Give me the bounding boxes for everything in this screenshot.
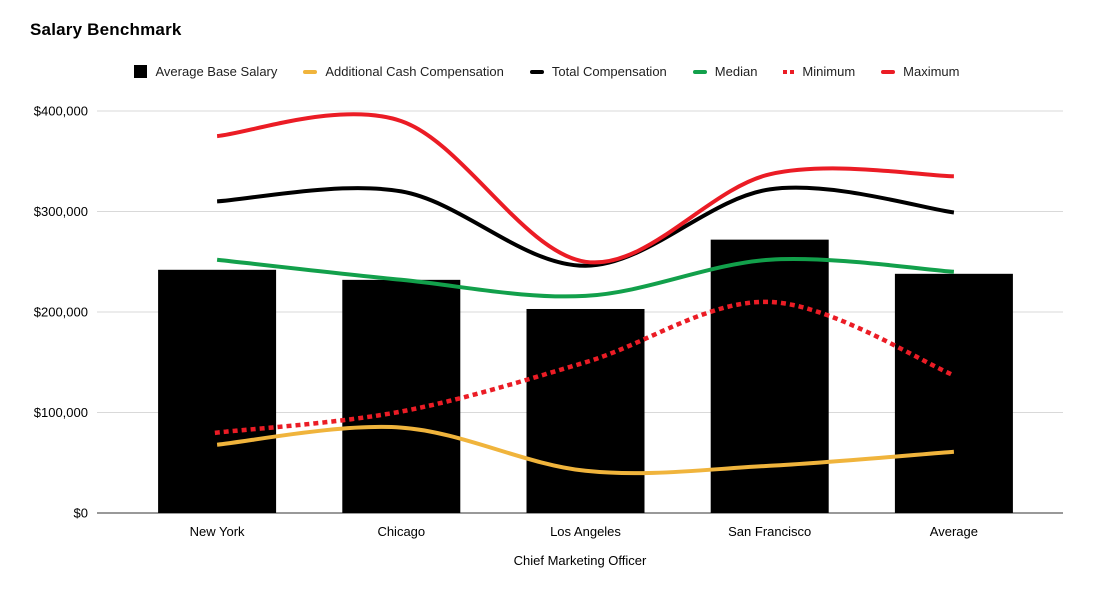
line-additional-cash-compensation[interactable] — [216, 424, 955, 476]
legend-item-minimum[interactable]: Minimum — [783, 64, 855, 79]
legend-line-swatch-icon — [881, 69, 896, 74]
bar-san-francisco[interactable] — [710, 239, 829, 513]
bar-new-york[interactable] — [158, 269, 277, 513]
y-tick-label: $0 — [74, 506, 88, 521]
legend-label: Additional Cash Compensation — [325, 64, 504, 79]
bar-los-angeles[interactable] — [526, 308, 645, 513]
x-axis-title: Chief Marketing Officer — [513, 553, 647, 568]
y-tick-label: $400,000 — [34, 104, 88, 119]
legend-item-median[interactable]: Median — [692, 64, 758, 79]
legend-label: Total Compensation — [551, 64, 667, 79]
legend-line-swatch-icon — [692, 69, 707, 74]
line-median[interactable] — [216, 257, 955, 299]
x-category-label-new-york: New York — [190, 524, 245, 539]
legend-label: Median — [714, 64, 758, 79]
chart-title: Salary Benchmark — [30, 20, 182, 39]
legend-label: Average Base Salary — [155, 64, 278, 79]
chart-legend: Average Base Salary Additional Cash Compe… — [0, 64, 1094, 79]
legend-item-maximum[interactable]: Maximum — [881, 64, 960, 79]
line-total-compensation[interactable] — [216, 185, 955, 268]
bar-average[interactable] — [894, 273, 1013, 513]
x-category-label-los-angeles: Los Angeles — [550, 524, 621, 539]
legend-item-total-compensation[interactable]: Total Compensation — [529, 64, 667, 79]
legend-label: Minimum — [802, 64, 856, 79]
legend-item-average-base-salary[interactable]: Average Base Salary — [134, 64, 277, 79]
legend-label: Maximum — [903, 64, 960, 79]
legend-square-swatch-icon — [134, 65, 148, 78]
y-tick-label: $300,000 — [34, 204, 88, 219]
legend-dotted-line-swatch-icon — [783, 69, 795, 74]
legend-line-swatch-icon — [529, 69, 544, 74]
bar-chicago[interactable] — [342, 279, 461, 513]
y-tick-label: $100,000 — [34, 405, 88, 420]
legend-item-additional-cash-compensation[interactable]: Additional Cash Compensation — [303, 64, 504, 79]
x-category-label-san-francisco: San Francisco — [728, 524, 811, 539]
line-maximum[interactable] — [216, 112, 954, 265]
y-tick-label: $200,000 — [34, 305, 88, 320]
x-category-label-average: Average — [930, 524, 978, 539]
x-category-label-chicago: Chicago — [377, 524, 425, 539]
legend-line-swatch-icon — [303, 69, 318, 74]
line-minimum[interactable] — [214, 299, 957, 436]
chart-plot-area[interactable]: $0 $100,000 $200,000 $300,000 $400,000 New Yo… — [0, 90, 1094, 550]
